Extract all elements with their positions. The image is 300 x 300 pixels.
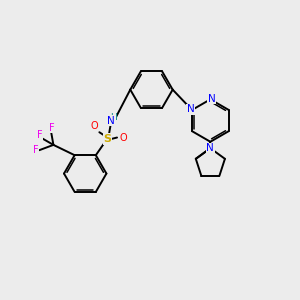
Text: F: F (33, 145, 39, 155)
Text: F: F (37, 130, 43, 140)
Text: O: O (90, 121, 98, 131)
Text: N: N (187, 104, 195, 114)
Text: N: N (107, 116, 115, 126)
Text: S: S (103, 134, 112, 144)
Text: N: N (208, 94, 215, 104)
Text: N: N (206, 143, 214, 153)
Text: O: O (120, 133, 127, 142)
Text: F: F (50, 123, 55, 133)
Text: H: H (110, 113, 117, 122)
